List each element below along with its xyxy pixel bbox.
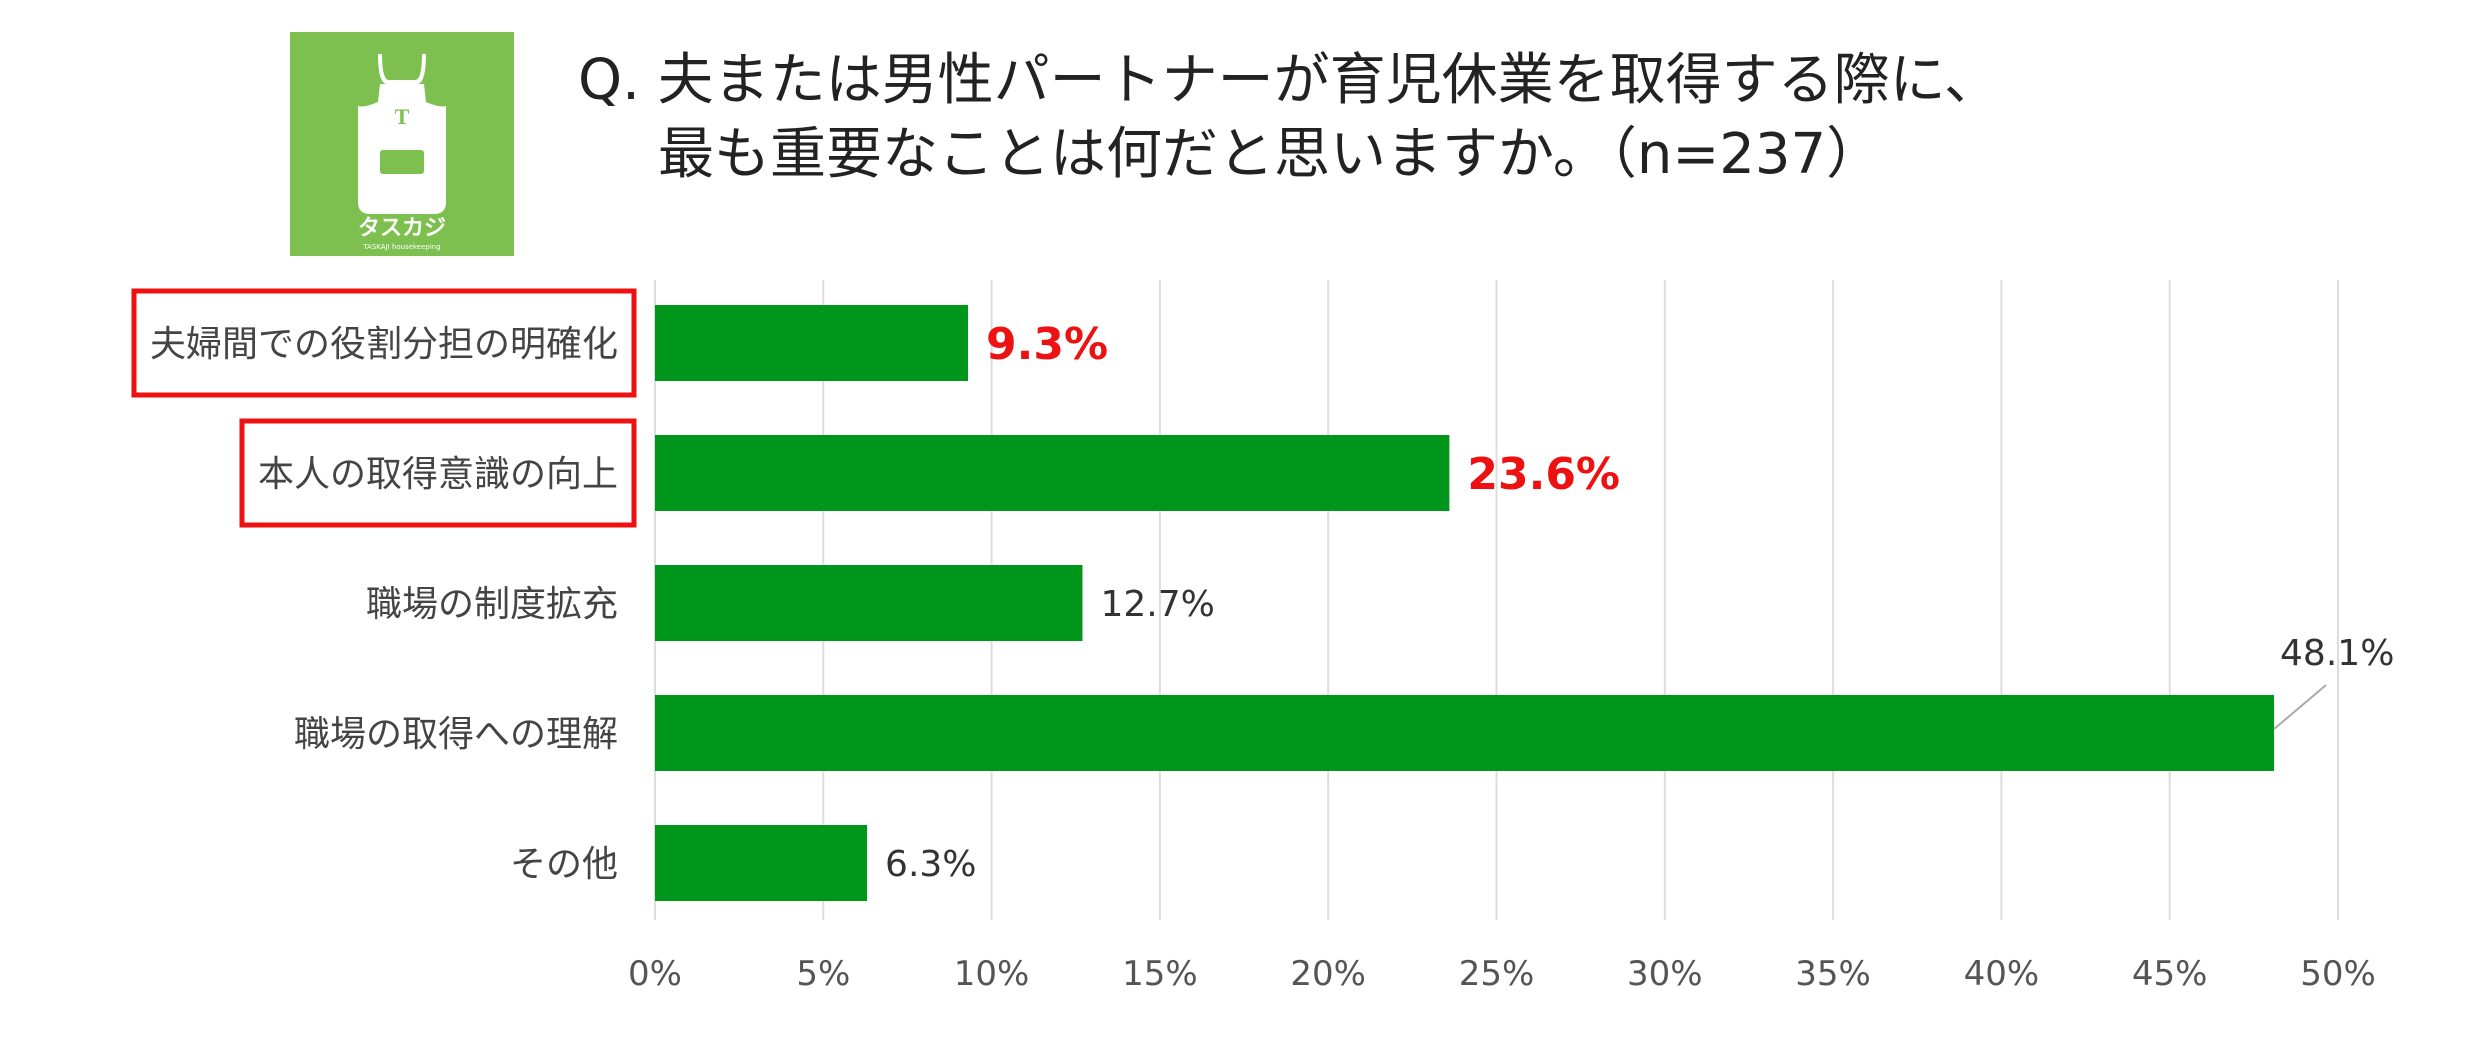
logo-brand-text: タスカジ bbox=[358, 216, 446, 241]
x-axis-ticks: 0% 5% 10% 15% 20% 25% 30% 35% 40% 45% 50% bbox=[628, 954, 2376, 994]
chart-title: Q. 夫または男性パートナーが育児休業を取得する際に、 最も重要なことは何だと思… bbox=[578, 44, 2000, 192]
value-label: 9.3% bbox=[986, 319, 1108, 370]
x-tick-label: 20% bbox=[1290, 954, 1366, 994]
x-tick-label: 45% bbox=[2132, 954, 2208, 994]
category-label: 夫婦間での役割分担の明確化 bbox=[150, 324, 618, 365]
x-tick-label: 40% bbox=[1964, 954, 2040, 994]
x-tick-label: 5% bbox=[796, 954, 850, 994]
bar bbox=[655, 435, 1450, 511]
category-label: 本人の取得意識の向上 bbox=[258, 454, 618, 495]
grid-layer bbox=[654, 280, 2339, 920]
logo-sub-text: TASKAJI housekeeping bbox=[362, 243, 440, 251]
highlight-box bbox=[131, 288, 637, 398]
x-tick-label: 0% bbox=[628, 954, 682, 994]
category-label: その他 bbox=[510, 844, 618, 885]
value-label: 48.1% bbox=[2280, 633, 2394, 674]
bar bbox=[655, 825, 868, 901]
bar bbox=[655, 565, 1083, 641]
x-tick-label: 25% bbox=[1459, 954, 1535, 994]
category-label: 職場の制度拡充 bbox=[366, 584, 618, 625]
x-tick-label: 15% bbox=[1122, 954, 1198, 994]
x-tick-label: 10% bbox=[954, 954, 1030, 994]
bar bbox=[655, 695, 2275, 771]
category-label: 職場の取得への理解 bbox=[294, 714, 618, 755]
bar-layer bbox=[655, 305, 2275, 901]
apron-icon bbox=[358, 54, 446, 214]
label-layer: 夫婦間での役割分担の明確化 9.3% 本人の取得意識の向上 23.6% 職場の制度拡充 1… bbox=[131, 288, 2394, 885]
value-label: 6.3% bbox=[885, 844, 976, 885]
bar bbox=[655, 305, 969, 381]
value-label: 23.6% bbox=[1467, 449, 1620, 500]
value-leader-line bbox=[2273, 684, 2327, 730]
x-tick-label: 30% bbox=[1627, 954, 1703, 994]
chart-title-line1: Q. 夫または男性パートナーが育児休業を取得する際に、 bbox=[578, 48, 2000, 113]
x-tick-label: 50% bbox=[2300, 954, 2376, 994]
logo-letter: T bbox=[395, 104, 410, 129]
chart-title-line2: 最も重要なことは何だと思いますか。（n=237） bbox=[658, 122, 1883, 187]
x-tick-label: 35% bbox=[1795, 954, 1871, 994]
apron-pocket bbox=[380, 150, 424, 174]
brand-logo: T タスカジ TASKAJI housekeeping bbox=[290, 32, 514, 256]
value-label: 12.7% bbox=[1100, 584, 1214, 625]
highlight-box bbox=[239, 418, 637, 528]
